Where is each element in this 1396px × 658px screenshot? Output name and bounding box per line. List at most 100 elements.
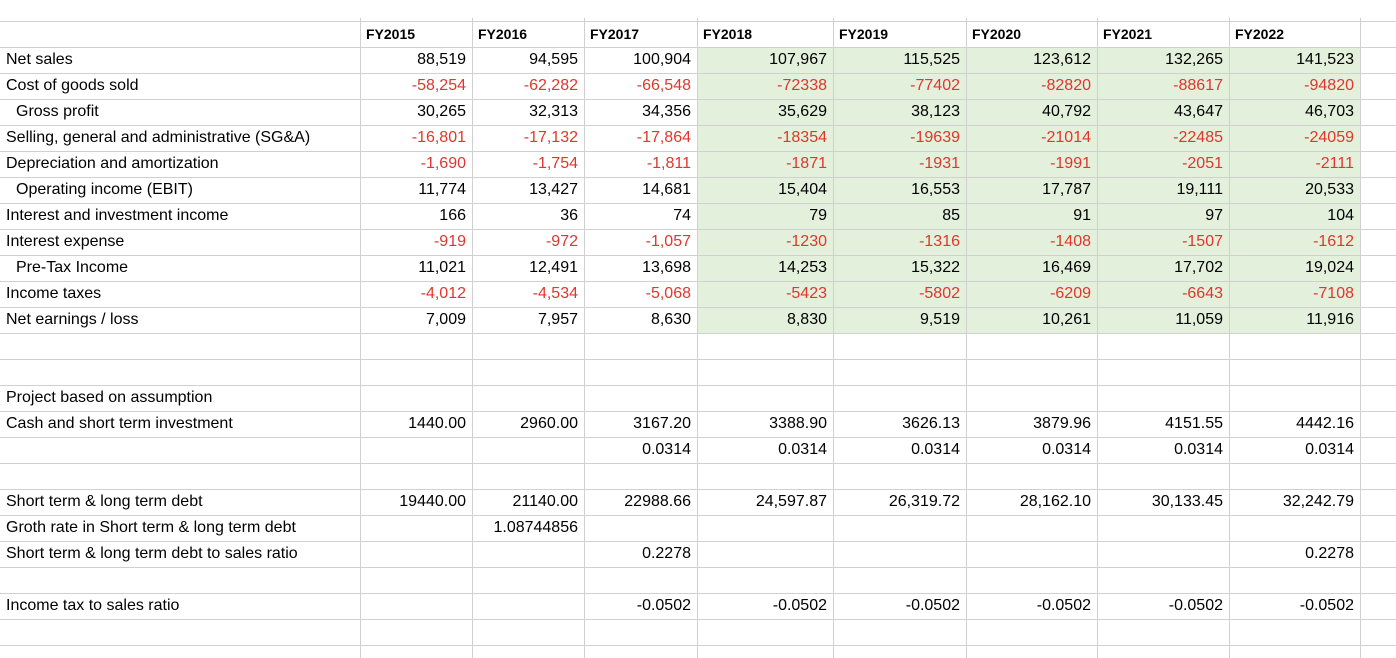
data-cell[interactable]: 74 [673, 207, 691, 224]
data-cell[interactable]: -88617 [1173, 77, 1223, 94]
data-cell[interactable]: -1,754 [532, 155, 578, 172]
data-cell[interactable]: 10,261 [1042, 311, 1091, 328]
data-cell[interactable]: -4,012 [420, 285, 466, 302]
data-cell[interactable]: -1230 [786, 233, 827, 250]
data-cell[interactable]: -972 [545, 233, 578, 250]
data-cell[interactable]: -72338 [777, 77, 827, 94]
data-cell[interactable]: 0.2278 [1305, 545, 1354, 562]
data-cell[interactable]: 32,313 [529, 103, 578, 120]
data-cell[interactable]: -5423 [786, 285, 827, 302]
data-cell[interactable]: 11,774 [418, 181, 466, 198]
data-cell[interactable]: 88,519 [417, 51, 466, 68]
data-cell[interactable]: 9,519 [919, 311, 960, 328]
data-cell[interactable]: 35,629 [778, 103, 827, 120]
data-cell[interactable]: -24059 [1304, 129, 1354, 146]
data-cell[interactable]: -7108 [1313, 285, 1354, 302]
data-cell[interactable]: -16,801 [411, 129, 466, 146]
data-cell[interactable]: -2051 [1182, 155, 1223, 172]
data-cell[interactable]: 7,957 [537, 311, 578, 328]
data-cell[interactable]: 166 [439, 207, 466, 224]
data-cell[interactable]: 104 [1327, 207, 1354, 224]
data-cell[interactable]: -5802 [919, 285, 960, 302]
data-cell[interactable]: 0.2278 [642, 545, 691, 562]
data-cell[interactable]: 7,009 [425, 311, 466, 328]
data-cell[interactable]: -0.0502 [772, 597, 827, 614]
data-cell[interactable]: 1440.00 [408, 415, 466, 432]
data-cell[interactable]: 43,647 [1174, 103, 1223, 120]
data-cell[interactable]: 40,792 [1042, 103, 1091, 120]
data-cell[interactable]: 3388.90 [769, 415, 827, 432]
data-cell[interactable]: 14,253 [778, 259, 827, 276]
data-cell[interactable]: 28,162.10 [1019, 493, 1091, 510]
data-cell[interactable]: 21140.00 [512, 493, 578, 510]
data-cell[interactable]: -0.0502 [1168, 597, 1223, 614]
data-cell[interactable]: -1,690 [420, 155, 466, 172]
data-cell[interactable]: 16,553 [911, 181, 960, 198]
data-cell[interactable]: 107,967 [769, 51, 827, 68]
data-cell[interactable]: 11,021 [418, 259, 466, 276]
data-cell[interactable]: -0.0502 [1036, 597, 1091, 614]
data-cell[interactable]: 19,111 [1176, 181, 1223, 198]
data-cell[interactable]: -1507 [1182, 233, 1223, 250]
data-cell[interactable]: 94,595 [529, 51, 578, 68]
data-cell[interactable]: -22485 [1173, 129, 1223, 146]
data-cell[interactable]: -21014 [1041, 129, 1091, 146]
data-cell[interactable]: -77402 [910, 77, 960, 94]
data-cell[interactable]: -82820 [1041, 77, 1091, 94]
data-cell[interactable]: 46,703 [1305, 103, 1354, 120]
data-cell[interactable]: 3167.20 [633, 415, 691, 432]
data-cell[interactable]: 8,830 [786, 311, 827, 328]
data-cell[interactable]: 3626.13 [902, 415, 960, 432]
data-cell[interactable]: 85 [942, 207, 960, 224]
data-cell[interactable]: -1,811 [646, 155, 691, 172]
data-cell[interactable]: -18354 [777, 129, 827, 146]
data-cell[interactable]: -17,132 [523, 129, 578, 146]
data-cell[interactable]: 4442.16 [1296, 415, 1354, 432]
data-cell[interactable]: -919 [433, 233, 466, 250]
data-cell[interactable]: 79 [809, 207, 827, 224]
data-cell[interactable]: 91 [1073, 207, 1091, 224]
data-cell[interactable]: 0.0314 [778, 441, 827, 458]
data-cell[interactable]: -1931 [919, 155, 960, 172]
data-cell[interactable]: 26,319.72 [888, 493, 960, 510]
data-cell[interactable]: 15,322 [911, 259, 960, 276]
data-cell[interactable]: 36 [560, 207, 578, 224]
data-cell[interactable]: 0.0314 [1305, 441, 1354, 458]
data-cell[interactable]: -4,534 [532, 285, 578, 302]
data-cell[interactable]: 0.0314 [642, 441, 691, 458]
data-cell[interactable]: 0.0314 [1042, 441, 1091, 458]
data-cell[interactable]: 34,356 [642, 103, 691, 120]
data-cell[interactable]: 2960.00 [520, 415, 578, 432]
data-cell[interactable]: -0.0502 [905, 597, 960, 614]
data-cell[interactable]: 11,916 [1306, 311, 1354, 328]
data-cell[interactable]: -6209 [1050, 285, 1091, 302]
data-cell[interactable]: 14,681 [642, 181, 691, 198]
data-cell[interactable]: -66,548 [636, 77, 691, 94]
data-cell[interactable]: 24,597.87 [755, 493, 827, 510]
data-cell[interactable]: -1612 [1313, 233, 1354, 250]
data-cell[interactable]: 19,024 [1305, 259, 1354, 276]
data-cell[interactable]: 30,265 [417, 103, 466, 120]
data-cell[interactable]: 20,533 [1305, 181, 1354, 198]
data-cell[interactable]: 12,491 [529, 259, 578, 276]
data-cell[interactable]: -5,068 [645, 285, 691, 302]
data-cell[interactable]: 32,242.79 [1282, 493, 1354, 510]
data-cell[interactable]: 16,469 [1042, 259, 1091, 276]
data-cell[interactable]: 8,630 [650, 311, 691, 328]
data-cell[interactable]: 15,404 [778, 181, 827, 198]
data-cell[interactable]: 0.0314 [911, 441, 960, 458]
data-cell[interactable]: -19639 [910, 129, 960, 146]
data-cell[interactable]: -1991 [1050, 155, 1091, 172]
data-cell[interactable]: -1871 [786, 155, 827, 172]
data-cell[interactable]: 115,525 [903, 51, 960, 68]
data-cell[interactable]: -1,057 [645, 233, 691, 250]
data-cell[interactable]: 13,427 [529, 181, 578, 198]
data-cell[interactable]: -0.0502 [636, 597, 691, 614]
data-cell[interactable]: -17,864 [636, 129, 691, 146]
data-cell[interactable]: 97 [1205, 207, 1223, 224]
data-cell[interactable]: 141,523 [1296, 51, 1354, 68]
data-cell[interactable]: 132,265 [1165, 51, 1223, 68]
data-cell[interactable]: -62,282 [523, 77, 578, 94]
data-cell[interactable]: -58,254 [411, 77, 466, 94]
data-cell[interactable]: 4151.55 [1165, 415, 1223, 432]
